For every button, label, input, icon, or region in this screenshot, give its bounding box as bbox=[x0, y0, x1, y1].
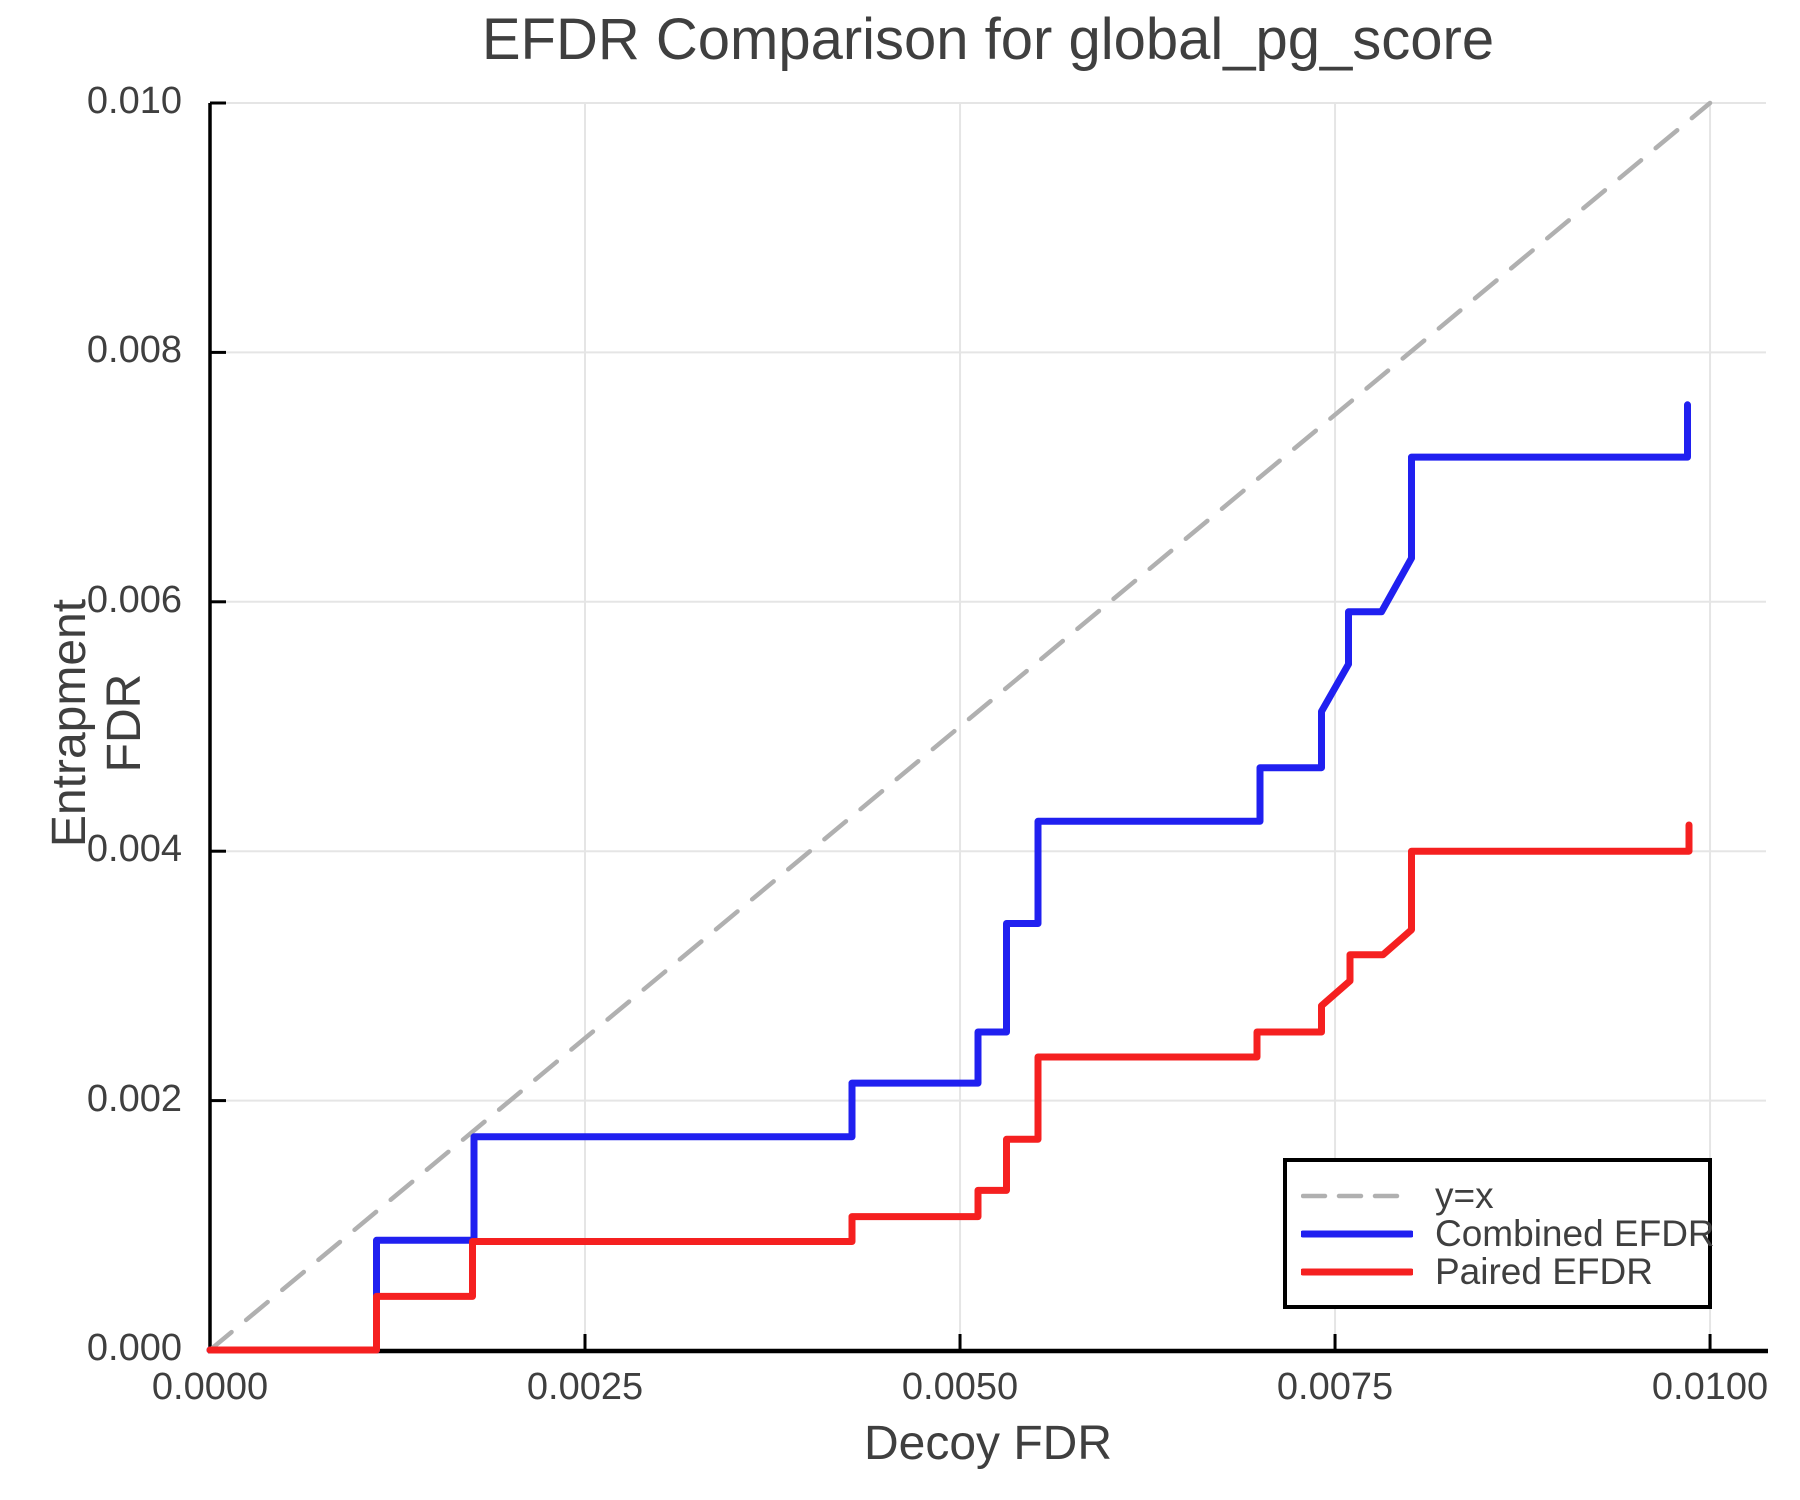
series-combined-efdr bbox=[206, 401, 1691, 1354]
legend: y=x Combined EFDR Paired EFDR bbox=[1283, 1158, 1715, 1309]
y-tick-label: 0.008 bbox=[86, 329, 182, 372]
x-tick-label: 0.0000 bbox=[151, 1366, 269, 1408]
chart-title: EFDR Comparison for global_pg_score bbox=[481, 7, 1495, 72]
x-tick-label: 0.0100 bbox=[1651, 1366, 1769, 1408]
legend-label: y=x bbox=[1435, 1174, 1494, 1216]
legend-line-sample bbox=[1301, 1193, 1413, 1198]
x-tick-label: 0.0050 bbox=[901, 1366, 1019, 1408]
series-y-x bbox=[207, 100, 1713, 1353]
y-tick-label: 0.002 bbox=[86, 1077, 182, 1120]
x-tick-label: 0.0025 bbox=[526, 1366, 644, 1408]
x-axis-title: Decoy FDR bbox=[863, 1417, 1113, 1470]
legend-row: y=x bbox=[1301, 1174, 1708, 1216]
y-tick-label: 0.006 bbox=[86, 578, 182, 621]
y-tick-label: 0.010 bbox=[86, 80, 182, 122]
x-tick-label: 0.0075 bbox=[1276, 1366, 1394, 1408]
legend-row: Combined EFDR bbox=[1301, 1213, 1715, 1254]
series-paired-efdr bbox=[206, 821, 1693, 1354]
legend-label: Paired EFDR bbox=[1435, 1250, 1653, 1292]
legend-line-sample bbox=[1301, 1268, 1413, 1275]
legend-label: Combined EFDR bbox=[1435, 1212, 1715, 1254]
legend-row: Paired EFDR bbox=[1301, 1250, 1708, 1292]
legend-line-sample bbox=[1301, 1230, 1413, 1237]
y-tick-label: 0.004 bbox=[86, 828, 182, 871]
y-tick-label: 0.000 bbox=[86, 1327, 182, 1369]
